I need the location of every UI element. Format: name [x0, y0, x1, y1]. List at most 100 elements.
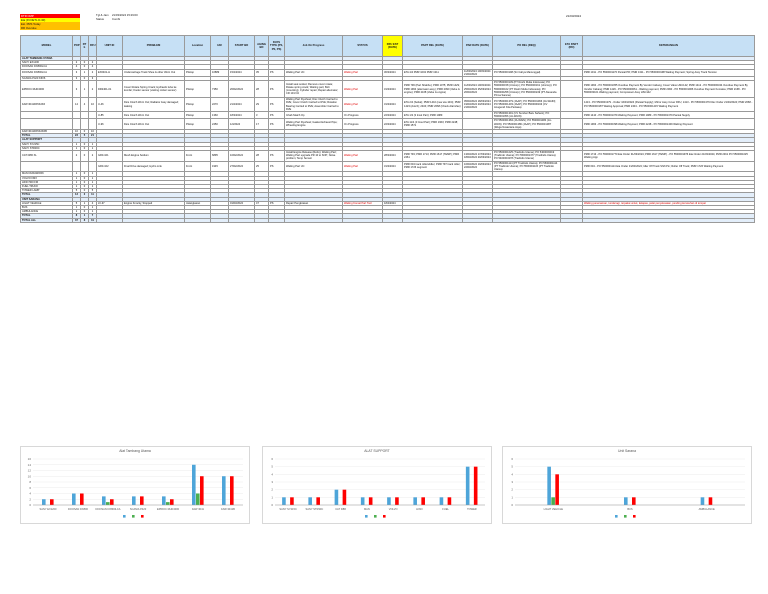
- column-header[interactable]: Location: [184, 35, 211, 57]
- table-row: U-96 Dice Clutch Worn Out Pitstop 2450 1/3/2…: [20, 118, 755, 131]
- bar: [196, 493, 200, 505]
- breakdown-table-container: MODEL POP DT b RFU UNIT ID PROBLEM Location HM S…: [20, 35, 755, 223]
- table-cell: PO 5500001114 (PT Tradindo Utama); PO 55…: [492, 160, 561, 173]
- table-cell: FAW 3041PA5K2K6: [20, 97, 73, 113]
- table-cell: PO 5500001391 (CV Sumber Baru Saharo); P…: [492, 111, 561, 120]
- table-row: SANY STR30C 1 0 1: [20, 145, 755, 152]
- column-header[interactable]: RFU EST (DATE): [382, 35, 403, 57]
- y-tick-label: 16: [28, 457, 32, 461]
- table-cell: 28: [254, 150, 269, 162]
- table-cell: [268, 217, 285, 223]
- table-cell: Waiting Part: [342, 68, 383, 78]
- table-cell: [382, 217, 403, 223]
- bar: [166, 502, 170, 505]
- table-cell: PMR 1963 - PO 5500000398 Waiting Payment…: [582, 118, 755, 131]
- x-tick-label: DOOSAN DX800LCA: [96, 507, 121, 511]
- table-cell: [88, 111, 97, 120]
- table-cell: Install Engine Release (Rebo); Waiting P…: [284, 150, 343, 162]
- legend-swatch: [141, 515, 144, 518]
- column-header[interactable]: ETA PART (RO): [560, 35, 583, 57]
- table-cell: EX0401-H: [96, 68, 123, 78]
- category-row: ALAT TAMBANG UTAMA: [20, 55, 755, 62]
- bar: [708, 497, 713, 505]
- table-cell: [582, 75, 755, 82]
- bar: [282, 497, 286, 505]
- column-header[interactable]: POP: [72, 35, 81, 57]
- table-cell: 26/02/2024: [228, 80, 255, 99]
- table-cell: PS: [268, 80, 285, 99]
- meta-row: Status Combi: [96, 17, 216, 21]
- y-tick-label: 8: [29, 480, 31, 484]
- table-cell: Front: [184, 150, 211, 162]
- table-cell: Waiting Part: [342, 160, 383, 173]
- table-cell: 22/3/2024: [382, 111, 403, 120]
- table-cell: 13/03/2024 17/03/2024 18/03/2024 20/03/2…: [462, 150, 493, 162]
- column-header[interactable]: MODEL: [20, 35, 73, 57]
- column-header[interactable]: Job On Progress: [284, 35, 343, 57]
- table-cell: PMR 604 - PO 5500001114 Eta Onder 31/03/…: [582, 160, 755, 173]
- table-cell: Dice Clutch Worn Out; Radiator Assy dama…: [122, 97, 185, 113]
- column-header[interactable]: PROBLEM: [122, 35, 185, 57]
- table-row: MAN DURAWORK 1 0 1: [20, 171, 755, 177]
- table-cell: 1: [80, 80, 89, 99]
- table-row: LIGHT VEHICLE 5 1 4 LV-37 Engine Knocky, Stop…: [20, 200, 755, 206]
- column-header[interactable]: DT b: [80, 35, 89, 57]
- table-cell: [254, 217, 269, 223]
- column-header[interactable]: STATUS: [342, 35, 383, 57]
- bar: [342, 489, 347, 505]
- y-tick-label: 10: [28, 474, 32, 478]
- table-cell: On Progress: [342, 111, 383, 120]
- table-cell: U-96: [96, 118, 123, 131]
- y-tick-label: 0: [271, 503, 273, 507]
- table-cell: DR2401-01: [96, 80, 123, 99]
- bar: [473, 466, 478, 505]
- bar: [72, 493, 76, 505]
- column-header[interactable]: KETERANGAN: [582, 35, 755, 57]
- table-cell: Final Drive damaged; Hydro Link: [122, 160, 185, 173]
- table-cell: [72, 160, 81, 173]
- legend-swatch: [615, 515, 618, 518]
- y-tick-label: 12: [28, 469, 32, 473]
- table-cell: Waiting Part UC: [284, 68, 343, 78]
- y-tick-label: 5: [511, 465, 513, 469]
- table-cell: 6895: [210, 150, 229, 162]
- table-cell: ETA 11/4 (3 Insul Part); PMR 1963; PMR 2…: [402, 118, 463, 131]
- table-cell: 4: [80, 97, 89, 113]
- legend-swatch: [624, 515, 627, 518]
- table-cell: PMR 1713 - PO 5500001770 Eta Onder 31/03…: [582, 150, 755, 162]
- x-tick-label: FUEL: [442, 507, 449, 511]
- table-cell: [582, 217, 755, 223]
- x-tick-label: SANY SY215C: [279, 507, 297, 511]
- column-header[interactable]: START BD: [228, 35, 255, 57]
- table-cell: PMR 796 (Part Shabbu); PMR 1075; PMR 142…: [402, 80, 463, 99]
- table-cell: Waiting Part Flywheel; Gasket Exhaust Pi…: [284, 118, 343, 131]
- column-header[interactable]: UNIT ID: [96, 35, 123, 57]
- bar: [110, 499, 114, 505]
- table-cell: 18/3/2024: [228, 111, 255, 120]
- table-cell: [210, 217, 229, 223]
- x-tick-label: VOLVO: [389, 507, 398, 511]
- table-cell: PO 5500001025 (Tradindo Utama); PO 54000…: [492, 150, 561, 162]
- column-header[interactable]: PAR DATE (DATE): [462, 35, 493, 57]
- table-cell: Pitstop: [184, 68, 211, 78]
- table-cell: PMR 793; PMR 1713; PMR 1617 (TEMP); PMR …: [402, 150, 463, 162]
- meta-value: Combi: [112, 17, 121, 21]
- column-header[interactable]: RFU: [88, 35, 97, 57]
- chart-title: ALAT SUPPORT: [364, 449, 390, 453]
- bar: [140, 496, 144, 505]
- y-tick-label: 0: [29, 503, 31, 507]
- x-tick-label: MAN: [364, 507, 370, 511]
- column-header[interactable]: PART REL (DATE): [402, 35, 463, 57]
- table-cell: PO 5500000198 (Sri Cahya Manunggal): [492, 68, 561, 78]
- table-cell: [20, 160, 73, 173]
- table-cell: 31/3/2024: [382, 97, 403, 113]
- column-header[interactable]: AGING BD: [254, 35, 269, 57]
- bar: [395, 497, 399, 505]
- column-header[interactable]: PO REL (REQ): [492, 35, 561, 57]
- column-header[interactable]: DAYS TYPE (PS, PS, PS): [268, 35, 285, 57]
- table-cell: Pitstop: [184, 97, 211, 113]
- y-tick-label: 2: [271, 488, 273, 492]
- bar: [102, 496, 106, 505]
- y-tick-label: 5: [271, 465, 273, 469]
- column-header[interactable]: HM: [210, 35, 229, 57]
